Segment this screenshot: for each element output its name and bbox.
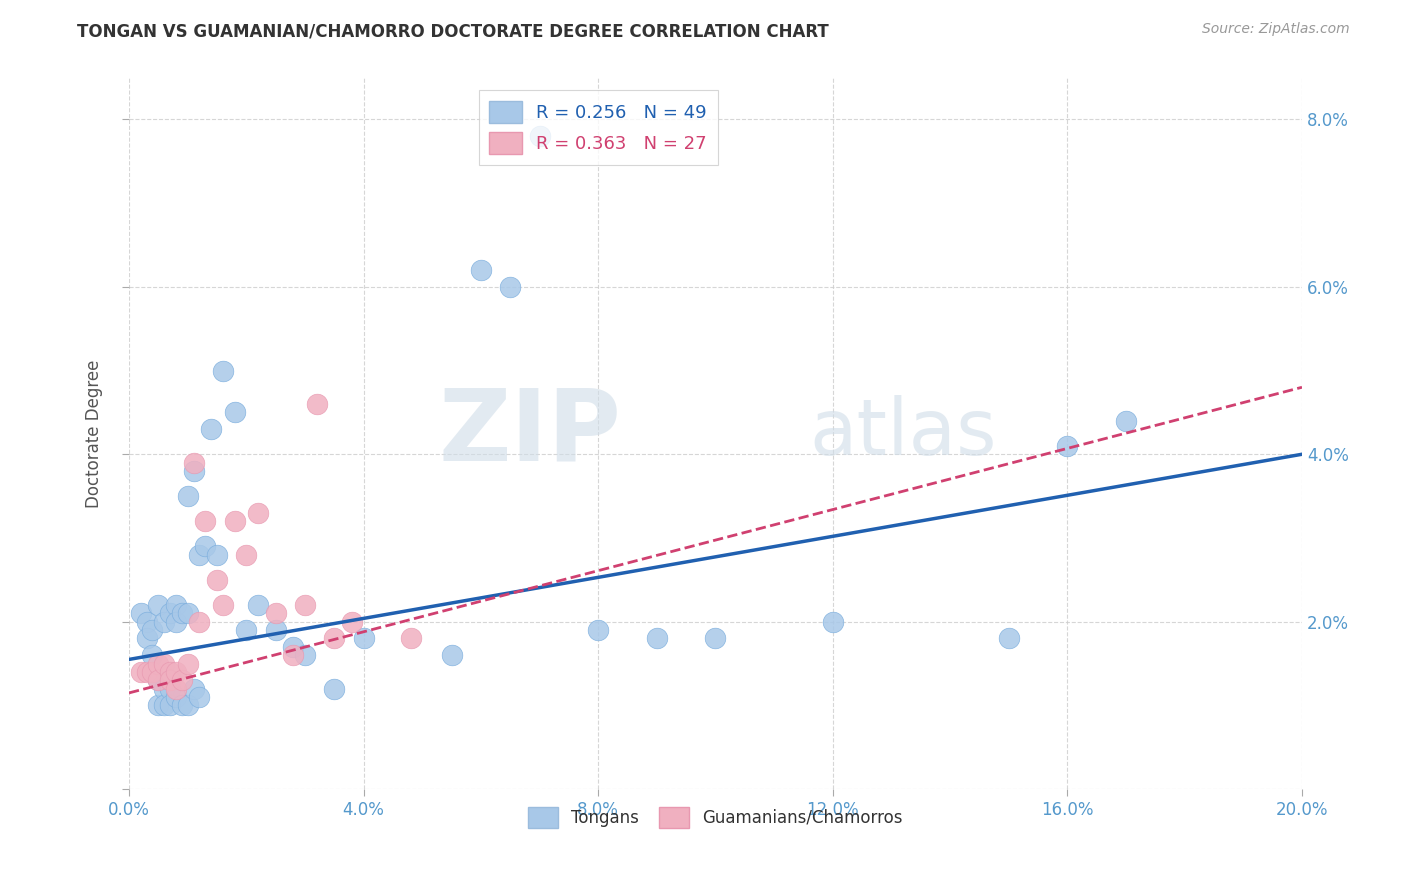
Point — [470, 263, 492, 277]
Point — [153, 681, 176, 696]
Point — [235, 623, 257, 637]
Point — [586, 623, 609, 637]
Point — [704, 632, 727, 646]
Point — [159, 665, 181, 679]
Point — [283, 648, 305, 663]
Point — [211, 598, 233, 612]
Point — [264, 623, 287, 637]
Text: ZIP: ZIP — [439, 384, 621, 482]
Legend: Tongans, Guamanians/Chamorros: Tongans, Guamanians/Chamorros — [522, 801, 910, 834]
Point — [194, 540, 217, 554]
Text: Source: ZipAtlas.com: Source: ZipAtlas.com — [1202, 22, 1350, 37]
Point — [176, 698, 198, 713]
Point — [159, 607, 181, 621]
Point — [323, 681, 346, 696]
Point — [165, 690, 187, 705]
Y-axis label: Doctorate Degree: Doctorate Degree — [86, 359, 103, 508]
Point — [135, 615, 157, 629]
Point — [141, 665, 163, 679]
Point — [165, 615, 187, 629]
Point — [148, 598, 170, 612]
Point — [129, 665, 152, 679]
Point — [529, 129, 551, 144]
Point — [148, 673, 170, 688]
Point — [135, 632, 157, 646]
Point — [645, 632, 668, 646]
Point — [165, 665, 187, 679]
Point — [165, 681, 187, 696]
Point — [997, 632, 1019, 646]
Point — [188, 615, 211, 629]
Point — [148, 698, 170, 713]
Point — [224, 405, 246, 419]
Point — [153, 615, 176, 629]
Point — [159, 673, 181, 688]
Point — [323, 632, 346, 646]
Point — [159, 698, 181, 713]
Point — [235, 548, 257, 562]
Point — [170, 698, 193, 713]
Point — [141, 623, 163, 637]
Point — [188, 690, 211, 705]
Point — [148, 657, 170, 671]
Point — [305, 397, 328, 411]
Point — [183, 464, 205, 478]
Point — [176, 489, 198, 503]
Point — [148, 673, 170, 688]
Point — [170, 673, 193, 688]
Point — [183, 681, 205, 696]
Text: atlas: atlas — [810, 395, 997, 471]
Point — [188, 548, 211, 562]
Point — [211, 363, 233, 377]
Point — [499, 280, 522, 294]
Point — [159, 681, 181, 696]
Point — [440, 648, 463, 663]
Point — [294, 648, 316, 663]
Point — [205, 573, 228, 587]
Point — [170, 607, 193, 621]
Point — [264, 607, 287, 621]
Point — [176, 657, 198, 671]
Point — [141, 648, 163, 663]
Point — [247, 506, 270, 520]
Point — [340, 615, 363, 629]
Point — [129, 607, 152, 621]
Text: TONGAN VS GUAMANIAN/CHAMORRO DOCTORATE DEGREE CORRELATION CHART: TONGAN VS GUAMANIAN/CHAMORRO DOCTORATE D… — [77, 22, 830, 40]
Point — [399, 632, 422, 646]
Point — [135, 665, 157, 679]
Point — [224, 514, 246, 528]
Point — [205, 548, 228, 562]
Point — [153, 698, 176, 713]
Point — [1056, 439, 1078, 453]
Point — [194, 514, 217, 528]
Point — [176, 607, 198, 621]
Point — [1115, 414, 1137, 428]
Point — [353, 632, 375, 646]
Point — [153, 657, 176, 671]
Point — [283, 640, 305, 654]
Point — [200, 422, 222, 436]
Point — [183, 456, 205, 470]
Point — [294, 598, 316, 612]
Point — [165, 598, 187, 612]
Point — [247, 598, 270, 612]
Point — [821, 615, 844, 629]
